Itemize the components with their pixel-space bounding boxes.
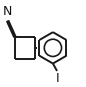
Text: N: N bbox=[3, 5, 12, 18]
Text: I: I bbox=[56, 72, 60, 85]
